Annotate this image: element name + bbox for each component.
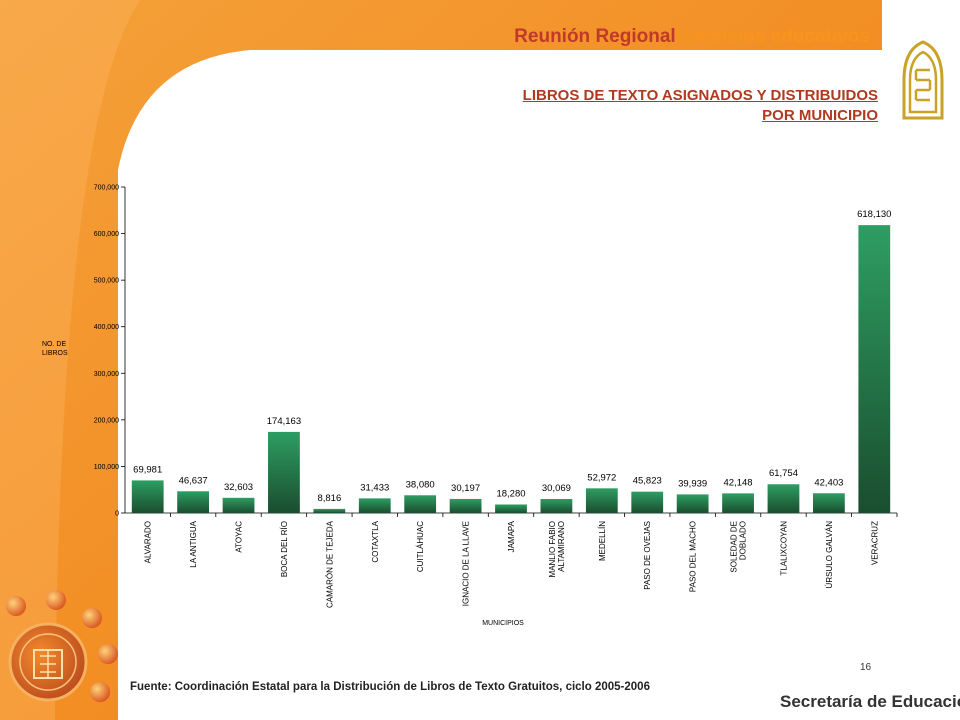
bar bbox=[631, 491, 664, 513]
data-label: 42,148 bbox=[724, 477, 753, 488]
bar bbox=[313, 508, 346, 513]
x-tick-label: CUITLÁHUAC bbox=[416, 521, 425, 572]
header-title-part2: /Servicios educativos bbox=[675, 26, 870, 47]
x-axis-labels: ALVARADO LA ANTIGUA ATOYAC BOCA DEL RÍO CAMA… bbox=[144, 520, 880, 608]
x-tick-label: SOLEDAD DE bbox=[730, 521, 739, 573]
x-axis-title: MUNICIPIOS bbox=[482, 620, 524, 627]
data-label: 30,197 bbox=[451, 483, 480, 494]
x-tick-label: PASO DEL MACHO bbox=[689, 521, 698, 592]
x-tick-label: LA ANTIGUA bbox=[189, 520, 198, 567]
x-tick-label: VERACRUZ bbox=[870, 521, 879, 565]
y-tick-label: 400,000 bbox=[94, 324, 119, 331]
data-label: 61,754 bbox=[769, 468, 798, 479]
bar bbox=[585, 488, 618, 513]
y-tick-label: 700,000 bbox=[94, 185, 119, 192]
data-label: 39,939 bbox=[678, 478, 707, 489]
data-label: 618,130 bbox=[857, 209, 891, 220]
data-label: 8,816 bbox=[317, 493, 341, 504]
bar bbox=[268, 431, 300, 513]
data-label: 42,403 bbox=[814, 477, 843, 488]
bar bbox=[449, 498, 482, 513]
y-tick-label: 0 bbox=[115, 511, 119, 518]
bar bbox=[676, 494, 709, 513]
x-tick-label: ÚRSULO GALVÁN bbox=[825, 521, 834, 589]
data-label: 46,637 bbox=[179, 475, 208, 486]
bar bbox=[722, 493, 754, 513]
x-tick-label: IGNACIO DE LA LLAVE bbox=[462, 521, 471, 606]
x-tick-label: ALTAMIRANO bbox=[557, 521, 566, 572]
x-tick-label: MEDELLÍN bbox=[598, 521, 607, 561]
footer-brand: Secretaría de Educación bbox=[780, 692, 960, 711]
x-tick-label: TLALIXCOYAN bbox=[779, 521, 788, 576]
bar-chart: 0 100,000 200,000 300,000 400,000 500,000 600,… bbox=[94, 185, 898, 627]
bar bbox=[131, 480, 164, 513]
y-tick-label: 600,000 bbox=[94, 231, 119, 238]
x-tick-label: PASO DE OVEJAS bbox=[643, 521, 652, 590]
state-seal-icon bbox=[6, 590, 118, 702]
x-tick-label: CAMARÓN DE TEJEDA bbox=[325, 520, 334, 608]
data-label: 32,603 bbox=[224, 482, 253, 493]
bar bbox=[858, 225, 891, 513]
y-tick-label: 200,000 bbox=[94, 417, 119, 424]
data-label: 174,163 bbox=[267, 416, 301, 427]
data-label: 69,981 bbox=[133, 464, 162, 475]
bar bbox=[767, 484, 800, 513]
data-label: 18,280 bbox=[496, 488, 525, 499]
x-tick-label: ALVARADO bbox=[144, 521, 153, 563]
y-tick-label: 500,000 bbox=[94, 278, 119, 285]
bar bbox=[358, 498, 391, 513]
header-title: Reunión Regional/Servicios educativos bbox=[514, 26, 870, 48]
bar bbox=[177, 491, 210, 513]
y-axis-title-line2: LIBROS bbox=[42, 350, 68, 357]
data-label: 45,823 bbox=[633, 476, 662, 487]
data-label: 30,069 bbox=[542, 483, 571, 494]
subtitle-line1: LIBROS DE TEXTO ASIGNADOS Y DISTRIBUIDOS bbox=[522, 87, 878, 104]
bar bbox=[222, 497, 255, 513]
slide-number: 16 bbox=[860, 662, 872, 673]
secretaria-logo-icon bbox=[902, 40, 944, 120]
bars: 69,981 46,637 32,603 174,163 8,816 31,433 38,0… bbox=[131, 209, 898, 517]
subtitle-line2: POR MUNICIPIO bbox=[762, 107, 878, 124]
y-axis-title-line1: NO. DE bbox=[42, 341, 67, 348]
x-tick-label: JAMAPA bbox=[507, 520, 516, 552]
x-tick-label: MANLIO FABIO bbox=[548, 521, 557, 577]
x-tick-label: COTAXTLA bbox=[371, 520, 380, 562]
data-label: 52,972 bbox=[587, 472, 616, 483]
bar bbox=[540, 498, 573, 513]
y-axis-title: NO. DE LIBROS bbox=[42, 340, 68, 358]
x-tick-label: BOCA DEL RÍO bbox=[280, 521, 289, 577]
x-tick-label: DOBLADO bbox=[739, 521, 748, 560]
source-note: Fuente: Coordinación Estatal para la Dis… bbox=[130, 681, 650, 693]
data-label: 31,433 bbox=[360, 482, 389, 493]
chart-subtitle: LIBROS DE TEXTO ASIGNADOS Y DISTRIBUIDOS… bbox=[523, 86, 878, 126]
bar bbox=[812, 493, 845, 513]
y-tick-label: 100,000 bbox=[94, 464, 119, 471]
data-label: 38,080 bbox=[406, 479, 435, 490]
x-tick-label: ATOYAC bbox=[235, 521, 244, 553]
y-tick-label: 300,000 bbox=[94, 371, 119, 378]
bar bbox=[404, 495, 437, 513]
bar bbox=[495, 504, 527, 513]
header-title-part1: Reunión Regional bbox=[514, 26, 676, 47]
